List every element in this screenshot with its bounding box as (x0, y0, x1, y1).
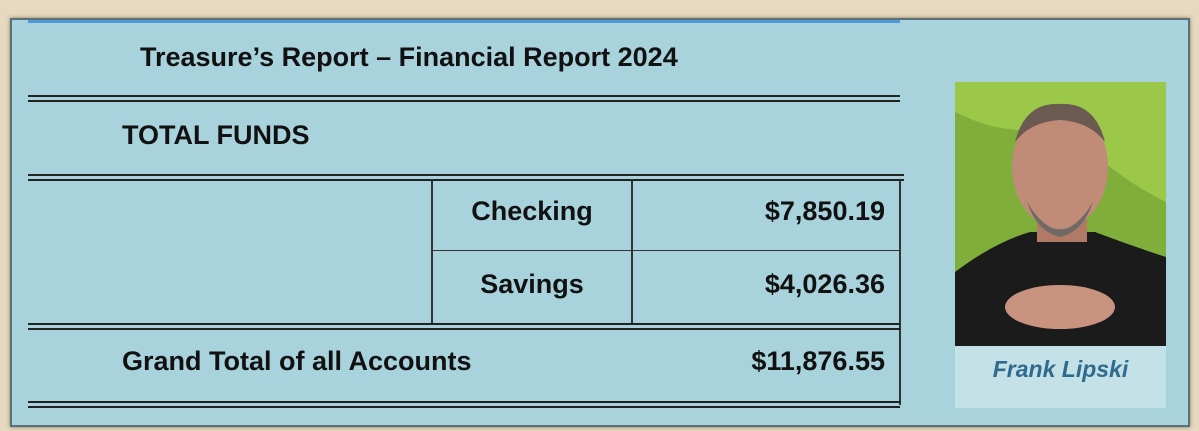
report-title: Treasure’s Report – Financial Report 202… (140, 42, 678, 72)
row-rule (433, 250, 899, 251)
double-rule (28, 401, 900, 408)
column-rule (431, 180, 433, 325)
total-value: $11,876.55 (751, 346, 885, 376)
double-rule (28, 323, 900, 330)
account-label: Checking (471, 196, 593, 226)
account-value: $7,850.19 (764, 196, 885, 226)
photo-caption: Frank Lipski (992, 356, 1129, 382)
portrait-photo (955, 82, 1166, 346)
top-rule (28, 20, 900, 23)
account-label: Savings (480, 269, 584, 299)
double-rule (28, 95, 900, 102)
double-rule (28, 174, 904, 181)
account-value: $4,026.36 (764, 269, 885, 299)
section-title: TOTAL FUNDS (122, 120, 310, 150)
column-rule (631, 180, 633, 325)
total-label: Grand Total of all Accounts (122, 346, 472, 376)
caption-box (955, 346, 1166, 408)
column-rule (899, 180, 901, 405)
